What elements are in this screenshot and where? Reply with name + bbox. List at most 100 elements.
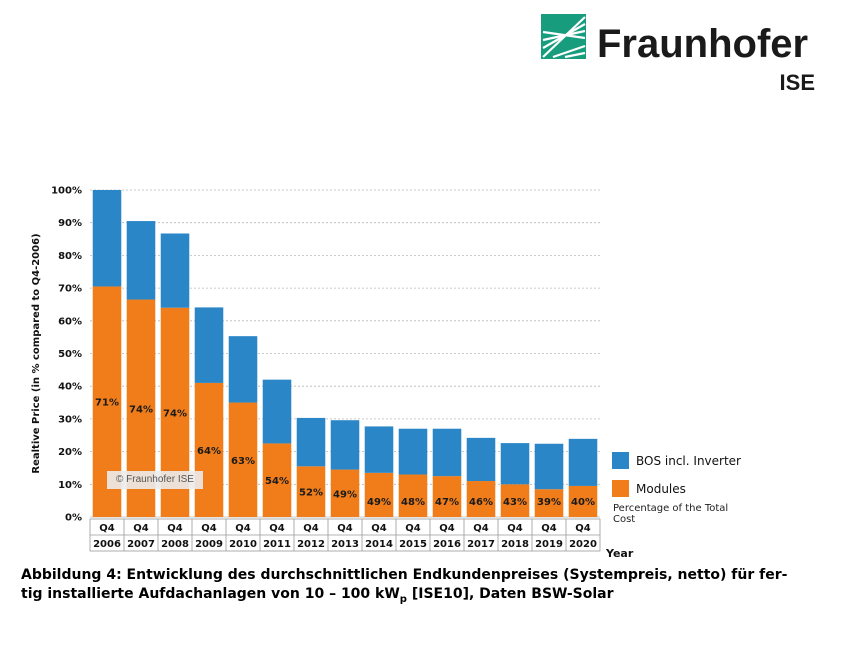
x-tick-quarter: Q4 bbox=[541, 523, 557, 534]
x-tick-year: 2013 bbox=[331, 539, 359, 550]
y-axis-label: Realtive Price (in % compared to Q4-2006… bbox=[31, 233, 42, 473]
bars: 71% 74% 74% 64% 63% 54% 52% 49% 49% 48% 47% 46% 43% 3… bbox=[92, 190, 598, 517]
logo-name: Fraunhofer bbox=[597, 22, 808, 66]
legend-swatch-bos bbox=[612, 452, 629, 469]
y-tick-label: 0% bbox=[65, 513, 82, 524]
x-tick-quarter: Q4 bbox=[575, 523, 591, 534]
caption-subscript: p bbox=[399, 593, 407, 605]
x-tick-quarter: Q4 bbox=[439, 523, 455, 534]
caption-line-2: tig installierte Aufdachanlagen von 10 –… bbox=[21, 585, 821, 609]
x-tick-quarter: Q4 bbox=[235, 523, 251, 534]
y-tick-label: 60% bbox=[58, 316, 82, 327]
module-share-label: 71% bbox=[95, 398, 119, 409]
module-share-label: 74% bbox=[163, 408, 187, 419]
x-tick-year: 2008 bbox=[161, 539, 189, 550]
caption-line-2-text: tig installierte Aufdachanlagen von 10 –… bbox=[21, 586, 400, 602]
bar-modules bbox=[228, 402, 258, 517]
module-share-label: 52% bbox=[299, 488, 323, 499]
module-share-label: 48% bbox=[401, 497, 425, 508]
caption-line-2-end: [ISE10], Daten BSW-Solar bbox=[406, 586, 614, 602]
bar-modules bbox=[330, 469, 360, 517]
y-tick-label: 10% bbox=[58, 480, 82, 491]
x-axis-table: Q4 2006 Q4 2007 Q4 2008 Q4 2009 Q4 2010 Q4 2011 Q4 20… bbox=[89, 518, 601, 552]
fraunhofer-logo: Fraunhofer ISE bbox=[541, 14, 831, 100]
bar-bos bbox=[92, 190, 122, 287]
figure-caption: Abbildung 4: Entwicklung des durchschnit… bbox=[21, 566, 821, 609]
module-share-label: 47% bbox=[435, 497, 459, 508]
x-tick-quarter: Q4 bbox=[371, 523, 387, 534]
legend-label-bos: BOS incl. Inverter bbox=[636, 454, 741, 468]
bar-modules bbox=[534, 489, 564, 517]
module-share-label: 64% bbox=[197, 446, 221, 457]
bar-bos bbox=[228, 336, 258, 403]
y-tick-label: 100% bbox=[51, 186, 82, 197]
x-tick-year: 2018 bbox=[501, 539, 529, 550]
x-tick-year: 2020 bbox=[569, 539, 597, 550]
bar-bos bbox=[194, 307, 224, 383]
y-tick-label: 20% bbox=[58, 447, 82, 458]
module-share-label: 43% bbox=[503, 497, 527, 508]
x-tick-year: 2009 bbox=[195, 539, 223, 550]
x-tick-year: 2016 bbox=[433, 539, 461, 550]
x-tick-quarter: Q4 bbox=[473, 523, 489, 534]
bar-modules bbox=[262, 443, 292, 517]
bar-bos bbox=[432, 428, 462, 477]
module-share-label: 63% bbox=[231, 456, 255, 467]
x-tick-year: 2011 bbox=[263, 539, 291, 550]
bar-bos bbox=[568, 438, 598, 486]
bar-modules bbox=[398, 474, 428, 517]
legend-swatch-modules bbox=[612, 480, 629, 497]
bar-modules bbox=[364, 472, 394, 517]
bar-bos bbox=[330, 420, 360, 470]
y-tick-label: 70% bbox=[58, 284, 82, 295]
bar-modules bbox=[432, 476, 462, 517]
bar-modules bbox=[568, 485, 598, 517]
bar-bos bbox=[126, 221, 156, 300]
module-share-label: 49% bbox=[367, 497, 391, 508]
bar-modules bbox=[194, 382, 224, 517]
chart: 0% 10% 20% 30% 40% 50% 60% 70% 80% 90% 100% Realti… bbox=[31, 186, 634, 561]
x-tick-year: 2017 bbox=[467, 539, 495, 550]
x-tick-year: 2015 bbox=[399, 539, 427, 550]
fraunhofer-logo-mark: Fraunhofer ISE bbox=[541, 14, 815, 95]
bar-bos bbox=[364, 426, 394, 473]
bar-bos bbox=[262, 379, 292, 444]
module-share-label: 49% bbox=[333, 489, 357, 500]
copyright-watermark: © Fraunhofer ISE bbox=[107, 471, 203, 489]
x-tick-year: 2012 bbox=[297, 539, 325, 550]
x-tick-quarter: Q4 bbox=[337, 523, 353, 534]
x-tick-quarter: Q4 bbox=[167, 523, 183, 534]
bar-bos bbox=[160, 233, 190, 308]
module-share-label: 54% bbox=[265, 476, 289, 487]
x-tick-quarter: Q4 bbox=[99, 523, 115, 534]
y-tick-label: 90% bbox=[58, 218, 82, 229]
x-axis-label: Year bbox=[605, 547, 634, 560]
x-tick-year: 2007 bbox=[127, 539, 155, 550]
legend-label-modules: Modules bbox=[636, 482, 686, 496]
y-tick-label: 40% bbox=[58, 382, 82, 393]
bar-bos bbox=[296, 417, 326, 467]
bar-modules bbox=[466, 481, 496, 517]
y-axis-ticks: 0% 10% 20% 30% 40% 50% 60% 70% 80% 90% 100% bbox=[51, 186, 82, 524]
x-tick-quarter: Q4 bbox=[303, 523, 319, 534]
logo-sub: ISE bbox=[780, 70, 815, 95]
module-share-label: 74% bbox=[129, 404, 153, 415]
x-tick-year: 2019 bbox=[535, 539, 563, 550]
bar-modules bbox=[500, 484, 530, 517]
logo-stripes bbox=[542, 16, 586, 59]
module-share-label: 39% bbox=[537, 497, 561, 508]
x-tick-quarter: Q4 bbox=[507, 523, 523, 534]
x-tick-year: 2006 bbox=[93, 539, 121, 550]
bar-bos bbox=[466, 437, 496, 482]
x-tick-quarter: Q4 bbox=[269, 523, 285, 534]
module-share-label: 40% bbox=[571, 497, 595, 508]
x-tick-quarter: Q4 bbox=[405, 523, 421, 534]
bar-bos bbox=[500, 443, 530, 485]
module-share-label: 46% bbox=[469, 497, 493, 508]
y-tick-label: 50% bbox=[58, 349, 82, 360]
bar-bos bbox=[398, 428, 428, 475]
legend-note: Percentage of the Total Cost bbox=[613, 503, 729, 525]
x-tick-year: 2014 bbox=[365, 539, 393, 550]
x-tick-year: 2010 bbox=[229, 539, 257, 550]
caption-line-1: Abbildung 4: Entwicklung des durchschnit… bbox=[21, 567, 788, 583]
